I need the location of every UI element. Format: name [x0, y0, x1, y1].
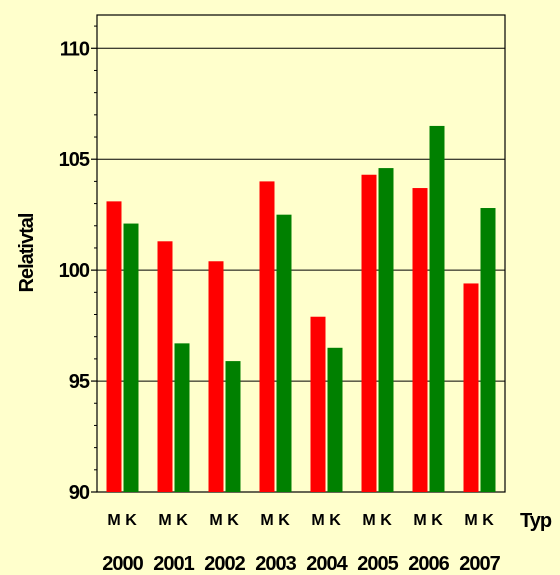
- y-tick-label: 105: [59, 149, 90, 171]
- bar-2005-M: [361, 174, 377, 492]
- year-label: 2007: [459, 553, 500, 575]
- year-label: 2003: [255, 553, 296, 575]
- bar-2001-M: [157, 241, 173, 492]
- y-tick-label: 95: [69, 371, 90, 393]
- y-axis-title: Relativtal: [16, 213, 38, 292]
- subcategory-label: M: [362, 512, 375, 529]
- y-tick-label: 110: [60, 38, 90, 60]
- subcategory-label: K: [431, 512, 443, 529]
- bar-2002-M: [208, 261, 224, 492]
- subcategory-label: M: [413, 512, 426, 529]
- y-tick-label: 100: [59, 260, 90, 282]
- subcategory-label: M: [158, 512, 171, 529]
- subcategory-label: M: [311, 512, 324, 529]
- subcategory-label: M: [107, 512, 120, 529]
- bar-2003-K: [276, 214, 292, 492]
- subcategory-label: K: [380, 512, 392, 529]
- bar-2005-K: [378, 168, 394, 492]
- subcategory-label: K: [278, 512, 290, 529]
- bar-2006-M: [412, 188, 428, 493]
- year-label: 2006: [408, 553, 449, 575]
- year-label: 2005: [357, 553, 398, 575]
- subcategory-label: M: [260, 512, 273, 529]
- y-tick-label: 90: [69, 482, 90, 504]
- bar-2000-K: [123, 223, 139, 493]
- bar-2004-K: [327, 347, 343, 492]
- bar-2000-M: [106, 201, 122, 492]
- subcategory-label: K: [482, 512, 494, 529]
- subcategory-label: K: [227, 512, 239, 529]
- year-label: 2002: [204, 553, 245, 575]
- bar-2007-K: [480, 208, 496, 492]
- bar-2004-M: [310, 316, 326, 492]
- bar-2001-K: [174, 343, 190, 492]
- subcategory-label: M: [464, 512, 477, 529]
- bar-2006-K: [429, 125, 445, 492]
- year-label: 2001: [153, 553, 194, 575]
- subcategory-label: K: [125, 512, 137, 529]
- subcategory-label: K: [176, 512, 188, 529]
- bars: [106, 125, 496, 493]
- bar-2007-M: [463, 283, 479, 492]
- bar-2002-K: [225, 361, 241, 492]
- x-axis-title: Typ: [520, 510, 552, 532]
- bar-2003-M: [259, 181, 275, 492]
- subcategory-label: K: [329, 512, 341, 529]
- year-label: 2004: [306, 553, 348, 575]
- y-axis: 90 95 100 105 110: [59, 25, 97, 504]
- year-label: 2000: [102, 553, 143, 575]
- subcategory-label: M: [209, 512, 222, 529]
